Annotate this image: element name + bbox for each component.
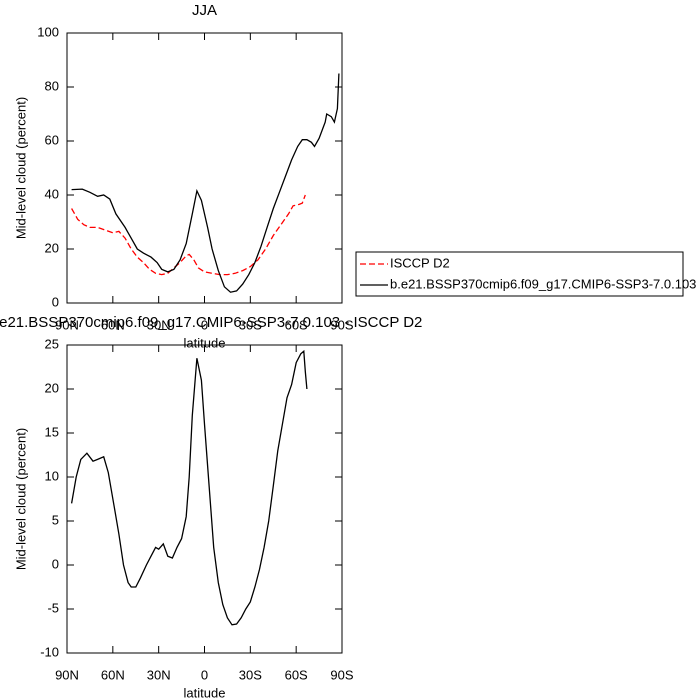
x-tick-label: 30S (239, 317, 262, 332)
chart-title: b.e21.BSSP370cmip6.f09_g17.CMIP6-SSP3-7.… (0, 314, 422, 331)
x-tick-label: 60N (101, 317, 125, 332)
y-tick-label: -5 (47, 600, 59, 615)
x-axis-label: latitude (184, 335, 226, 350)
y-tick-label: 15 (45, 424, 59, 439)
x-tick-label: 60N (101, 667, 125, 682)
chart-title: JJA (192, 2, 217, 19)
x-tick-label: 90N (55, 667, 79, 682)
plot-frame (66, 344, 343, 654)
x-tick-label: 30S (239, 667, 262, 682)
y-tick-label: -10 (40, 644, 59, 659)
legend-label: ISCCP D2 (390, 255, 450, 270)
x-tick-label: 0 (201, 667, 208, 682)
x-tick-label: 0 (201, 317, 208, 332)
x-tick-label: 30N (147, 667, 171, 682)
plot-frame (66, 32, 343, 304)
y-axis-label: Mid-level cloud (percent) (13, 428, 28, 570)
y-tick-label: 25 (45, 336, 59, 351)
legend-label: b.e21.BSSP370cmip6.f09_g17.CMIP6-SSP3-7.… (390, 276, 696, 291)
x-tick-label: 60S (285, 667, 308, 682)
y-tick-label: 20 (45, 240, 59, 255)
y-tick-label: 0 (52, 556, 59, 571)
legend-box (355, 251, 684, 297)
y-tick-label: 60 (45, 132, 59, 147)
x-tick-label: 30N (147, 317, 171, 332)
y-tick-label: 20 (45, 380, 59, 395)
data-line (70, 349, 308, 626)
y-tick-label: 40 (45, 186, 59, 201)
y-tick-label: 100 (37, 24, 59, 39)
y-axis-label: Mid-level cloud (percent) (13, 97, 28, 239)
data-line (71, 73, 340, 293)
y-tick-label: 10 (45, 468, 59, 483)
x-tick-label: 90N (55, 317, 79, 332)
x-tick-label: 90S (330, 667, 353, 682)
x-tick-label: 60S (285, 317, 308, 332)
y-tick-label: 0 (52, 294, 59, 309)
x-axis-label: latitude (184, 685, 226, 700)
y-tick-label: 80 (45, 78, 59, 93)
data-line (71, 194, 306, 276)
y-tick-label: 5 (52, 512, 59, 527)
x-tick-label: 90S (330, 317, 353, 332)
